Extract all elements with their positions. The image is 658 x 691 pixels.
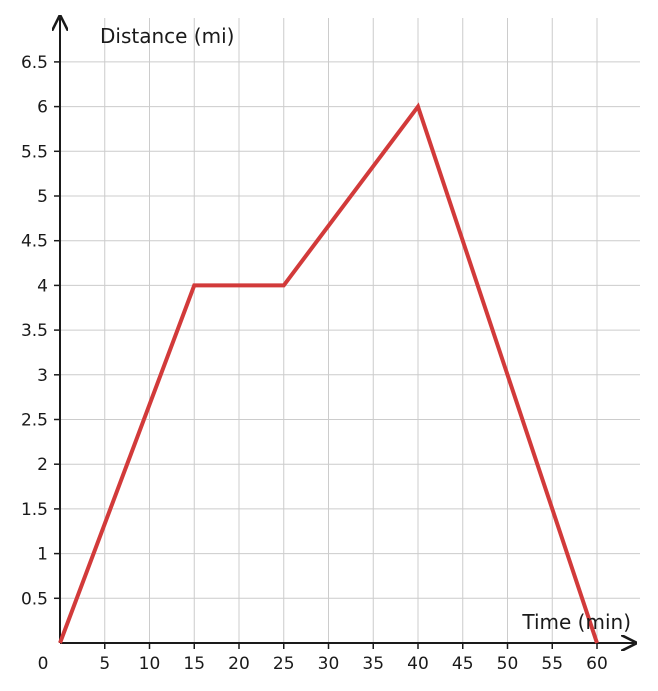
y-tick-label: 3 — [37, 366, 48, 386]
grid — [60, 18, 640, 643]
series — [58, 102, 599, 644]
tick-marks — [54, 61, 598, 649]
x-tick-label: 10 — [139, 654, 161, 674]
y-tick-label: 1 — [37, 545, 48, 565]
x-tick-label: 40 — [407, 654, 429, 674]
y-tick-label: 4 — [37, 276, 48, 296]
y-tick-label: 5 — [37, 187, 48, 207]
x-axis-title: Time (min) — [521, 610, 631, 634]
x-tick-label: 30 — [318, 654, 340, 674]
y-tick-label: 4.5 — [21, 232, 48, 252]
x-tick-label: 45 — [452, 654, 474, 674]
tick-labels: 5 10 15 20 25 30 35 40 45 50 55 600.511.522.533.544… — [21, 53, 608, 674]
series-line — [58, 102, 599, 644]
y-tick-label: 5.5 — [21, 142, 48, 162]
x-tick-label: 60 — [586, 654, 608, 674]
y-tick-label: 6 — [37, 98, 48, 118]
y-tick-label: 6.5 — [21, 53, 48, 73]
x-tick-label: 5 — [99, 654, 110, 674]
x-tick-label: 35 — [362, 654, 384, 674]
x-tick-label: 55 — [541, 654, 563, 674]
x-tick-label: 50 — [497, 654, 519, 674]
x-tick-label: 20 — [228, 654, 250, 674]
y-tick-label: 0.5 — [21, 589, 48, 609]
origin-label: 0 — [38, 654, 49, 674]
y-tick-label: 2 — [37, 455, 48, 475]
x-tick-label: 25 — [273, 654, 295, 674]
y-tick-label: 2.5 — [21, 411, 48, 431]
y-tick-label: 1.5 — [21, 500, 48, 520]
y-axis-title: Distance (mi) — [100, 24, 234, 48]
x-tick-label: 15 — [183, 654, 205, 674]
y-tick-label: 3.5 — [21, 321, 48, 341]
